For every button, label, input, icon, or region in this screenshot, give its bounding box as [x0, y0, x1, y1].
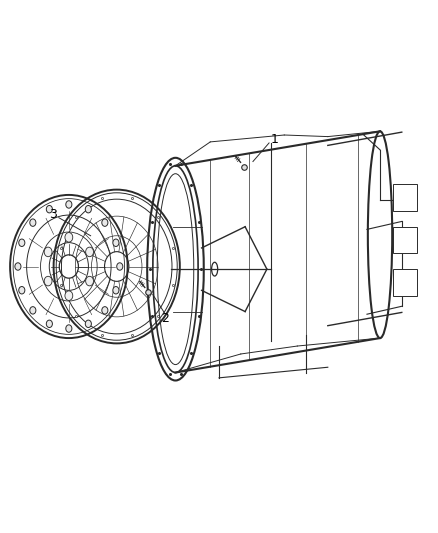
Circle shape: [44, 276, 52, 286]
Circle shape: [30, 306, 36, 314]
Circle shape: [113, 287, 119, 294]
Circle shape: [19, 239, 25, 246]
Circle shape: [85, 206, 92, 213]
Circle shape: [30, 219, 36, 227]
Circle shape: [113, 239, 119, 246]
Circle shape: [46, 320, 53, 327]
Circle shape: [86, 276, 93, 286]
Circle shape: [66, 325, 72, 332]
Circle shape: [102, 306, 108, 314]
Text: 1: 1: [271, 133, 279, 146]
Text: 2: 2: [161, 312, 169, 325]
Circle shape: [86, 247, 93, 257]
Circle shape: [44, 247, 52, 257]
Circle shape: [117, 263, 123, 270]
Circle shape: [85, 320, 92, 327]
Circle shape: [102, 219, 108, 227]
Circle shape: [46, 206, 53, 213]
Circle shape: [19, 287, 25, 294]
Circle shape: [65, 291, 73, 301]
Circle shape: [15, 263, 21, 270]
Text: 3: 3: [49, 208, 57, 221]
Circle shape: [65, 232, 73, 242]
FancyBboxPatch shape: [393, 269, 417, 296]
FancyBboxPatch shape: [393, 184, 417, 211]
FancyBboxPatch shape: [393, 227, 417, 253]
Circle shape: [66, 201, 72, 208]
